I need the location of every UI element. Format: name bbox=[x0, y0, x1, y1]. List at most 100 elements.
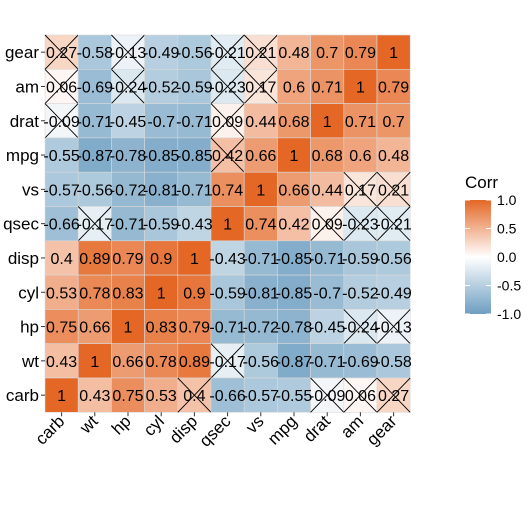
cell-value-label: -0.49 bbox=[143, 45, 180, 62]
y-tick-label: hp bbox=[20, 318, 39, 337]
cell-value-label: 0.17 bbox=[345, 182, 376, 199]
cross-line bbox=[343, 309, 378, 345]
cell-value-label: -0.17 bbox=[209, 354, 246, 371]
cell-value-label: 0.66 bbox=[245, 148, 276, 165]
cross-line bbox=[376, 377, 411, 413]
y-tick-label: cyl bbox=[18, 283, 39, 302]
cell-value-label: 0.42 bbox=[278, 217, 309, 234]
heatmap-cell bbox=[243, 103, 278, 139]
cell-value-label: -0.43 bbox=[176, 217, 213, 234]
cell-value-label: 0.27 bbox=[378, 388, 409, 405]
heatmap-cell bbox=[277, 274, 311, 310]
cross-line bbox=[210, 343, 245, 379]
cross-line bbox=[44, 68, 79, 104]
heatmap-cell bbox=[376, 69, 411, 104]
cell-value-label: 1 bbox=[157, 285, 166, 302]
legend: Corr 1.0 0.5 0.0 -0.5 -1.0 bbox=[465, 173, 521, 322]
cell-value-label: -0.59 bbox=[342, 251, 379, 268]
cross-line bbox=[376, 309, 411, 345]
cross-line bbox=[376, 206, 411, 242]
legend-ticks: 1.0 0.5 0.0 -0.5 -1.0 bbox=[465, 192, 521, 322]
cell-value-label: -0.55 bbox=[43, 148, 80, 165]
cell-value-label: -0.59 bbox=[176, 79, 213, 96]
cell-value-label: -0.71 bbox=[209, 320, 246, 337]
cell-value-label: 1 bbox=[190, 251, 199, 268]
cell-value-label: 1 bbox=[90, 354, 99, 371]
heatmap-cell bbox=[210, 171, 245, 207]
cell-value-label: -0.24 bbox=[110, 79, 147, 96]
heatmap-cell bbox=[77, 34, 112, 70]
insignificant-cross-mark bbox=[343, 377, 378, 413]
cell-value-label: -0.85 bbox=[276, 285, 313, 302]
cross-line bbox=[243, 68, 278, 104]
cell-value-label: -0.66 bbox=[209, 388, 246, 405]
y-tick-label: wt bbox=[21, 352, 39, 371]
heatmap-cell bbox=[44, 309, 79, 344]
insignificant-cross-mark bbox=[210, 34, 245, 70]
insignificant-cross-mark bbox=[44, 34, 79, 70]
cell-value-label: -0.09 bbox=[43, 114, 80, 131]
cell-value-label: 0.43 bbox=[46, 354, 77, 371]
cell-value-label: -0.56 bbox=[243, 354, 280, 371]
cell-value-label: 0.21 bbox=[245, 45, 276, 62]
cell-value-label: 1 bbox=[356, 79, 365, 96]
cross-line bbox=[77, 206, 112, 242]
cell-value-label: 0.48 bbox=[278, 45, 309, 62]
cell-value-label: 0.06 bbox=[345, 388, 376, 405]
legend-tick-label: 1.0 bbox=[497, 192, 517, 208]
insignificant-cross-mark bbox=[210, 103, 245, 139]
cell-value-label: -0.57 bbox=[243, 388, 280, 405]
cross-line bbox=[177, 377, 212, 413]
heatmap-cell bbox=[111, 309, 145, 344]
cell-value-label: -0.71 bbox=[309, 354, 346, 371]
cell-value-label: 0.89 bbox=[79, 251, 110, 268]
heatmap-cell bbox=[243, 377, 278, 413]
insignificant-cross-mark bbox=[343, 309, 378, 345]
cell-value-label: 0.78 bbox=[146, 354, 177, 371]
heatmap-cell bbox=[277, 69, 311, 104]
cell-value-label: 0.53 bbox=[46, 285, 77, 302]
heatmap-cell bbox=[177, 103, 212, 139]
heatmap-cell bbox=[44, 240, 79, 276]
cell-value-label: 0.17 bbox=[245, 79, 276, 96]
insignificant-cross-mark bbox=[210, 343, 245, 379]
x-tick-label: carb bbox=[32, 412, 69, 449]
cell-value-label: -0.49 bbox=[375, 285, 412, 302]
cell-value-label: 1 bbox=[223, 217, 232, 234]
heatmap-cell bbox=[144, 34, 179, 70]
heatmap-cell bbox=[310, 240, 345, 276]
cell-value-label: -0.72 bbox=[110, 182, 147, 199]
x-tick-label: qsec bbox=[196, 411, 235, 450]
cell-value-label: -0.55 bbox=[276, 388, 313, 405]
cell-value-label: -0.81 bbox=[143, 182, 180, 199]
heatmap-cell bbox=[310, 69, 345, 104]
cell-value-label: -0.24 bbox=[342, 320, 379, 337]
heatmap-cell bbox=[177, 34, 212, 70]
insignificant-cross-mark bbox=[77, 206, 112, 242]
heatmap-cell bbox=[376, 137, 411, 173]
cell-value-label: -0.71 bbox=[176, 182, 213, 199]
cell-value-label: 1 bbox=[57, 388, 66, 405]
cell-value-label: -0.21 bbox=[375, 217, 412, 234]
cross-line bbox=[243, 34, 278, 70]
cell-value-label: -0.71 bbox=[309, 251, 346, 268]
heatmap-cell bbox=[144, 206, 179, 242]
cell-value-label: -0.52 bbox=[342, 285, 379, 302]
cross-line bbox=[310, 377, 345, 413]
heatmap-cell bbox=[277, 377, 311, 413]
cross-line bbox=[210, 103, 245, 139]
x-tick-label: wt bbox=[75, 411, 101, 437]
cell-value-label: 0.9 bbox=[150, 251, 172, 268]
insignificant-cross-mark bbox=[376, 171, 411, 207]
cross-line bbox=[343, 171, 378, 207]
legend-title: Corr bbox=[465, 173, 498, 192]
cell-value-label: 0.79 bbox=[345, 45, 376, 62]
y-tick-label: drat bbox=[10, 112, 40, 131]
cell-value-label: 0.48 bbox=[378, 148, 409, 165]
cell-value-label: 0.71 bbox=[345, 114, 376, 131]
y-tick-label: qsec bbox=[3, 215, 39, 234]
x-tick-label: vs bbox=[242, 412, 267, 437]
cell-value-label: -0.43 bbox=[209, 251, 246, 268]
x-tick-label: disp bbox=[166, 412, 201, 447]
cell-value-label: -0.45 bbox=[309, 320, 346, 337]
